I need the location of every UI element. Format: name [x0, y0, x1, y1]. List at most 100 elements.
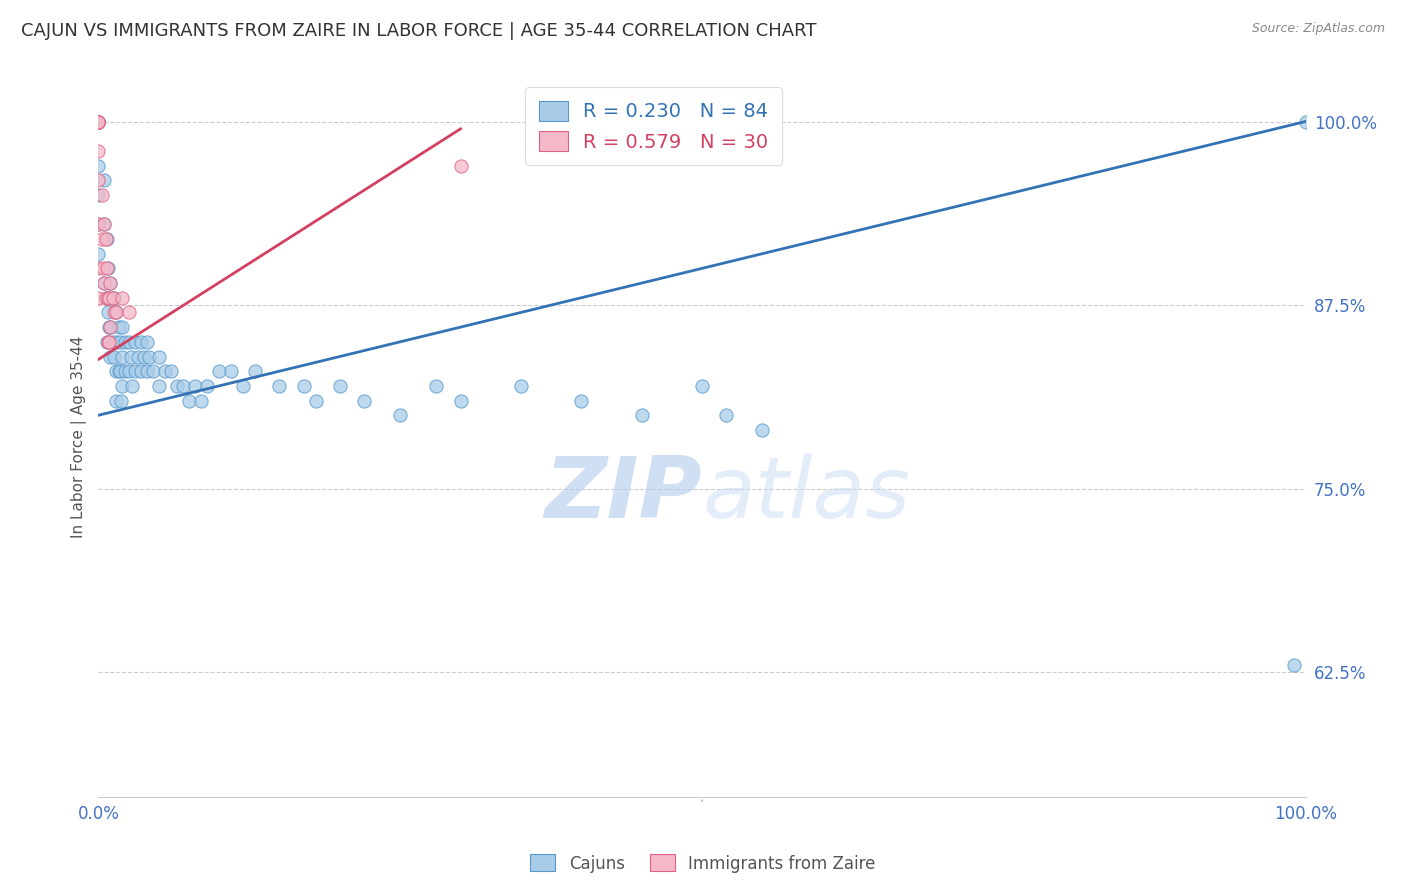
Legend: Cajuns, Immigrants from Zaire: Cajuns, Immigrants from Zaire: [524, 847, 882, 880]
Point: [569, 393, 592, 408]
Point: [98, 334, 121, 349]
Point: [94, 232, 117, 246]
Point: [87, 114, 110, 128]
Point: [389, 409, 412, 423]
Point: [103, 305, 125, 319]
Point: [100, 320, 122, 334]
Point: [305, 393, 328, 408]
Point: [101, 291, 124, 305]
Point: [87, 114, 110, 128]
Point: [97, 291, 120, 305]
Point: [91, 232, 114, 246]
Point: [166, 379, 188, 393]
Point: [98, 291, 121, 305]
Point: [208, 364, 231, 378]
Point: [1295, 114, 1317, 128]
Point: [100, 276, 122, 290]
Point: [450, 393, 472, 408]
Point: [751, 423, 773, 437]
Point: [714, 409, 737, 423]
Point: [129, 364, 152, 378]
Point: [134, 350, 156, 364]
Point: [630, 409, 652, 423]
Point: [105, 305, 128, 319]
Point: [97, 305, 120, 319]
Legend: R = 0.230   N = 84, R = 0.579   N = 30: R = 0.230 N = 84, R = 0.579 N = 30: [526, 87, 782, 165]
Point: [87, 261, 110, 276]
Point: [87, 114, 110, 128]
Point: [129, 334, 152, 349]
Point: [425, 379, 447, 393]
Point: [87, 114, 110, 128]
Point: [105, 334, 128, 349]
Point: [87, 291, 110, 305]
Point: [124, 364, 146, 378]
Point: [96, 232, 118, 246]
Point: [108, 364, 131, 378]
Point: [101, 291, 124, 305]
Point: [138, 350, 160, 364]
Point: [87, 114, 110, 128]
Point: [450, 159, 472, 173]
Point: [87, 114, 110, 128]
Point: [91, 261, 114, 276]
Point: [120, 350, 142, 364]
Point: [94, 291, 117, 305]
Point: [97, 334, 120, 349]
Point: [87, 173, 110, 187]
Point: [219, 364, 242, 378]
Point: [142, 364, 165, 378]
Point: [127, 350, 149, 364]
Point: [172, 379, 194, 393]
Point: [509, 379, 531, 393]
Point: [93, 217, 115, 231]
Point: [690, 379, 713, 393]
Point: [87, 114, 110, 128]
Point: [91, 188, 114, 202]
Point: [292, 379, 315, 393]
Text: Source: ZipAtlas.com: Source: ZipAtlas.com: [1251, 22, 1385, 36]
Point: [105, 393, 128, 408]
Point: [135, 364, 157, 378]
Y-axis label: In Labor Force | Age 35-44: In Labor Force | Age 35-44: [72, 336, 87, 539]
Text: ZIP: ZIP: [544, 453, 702, 536]
Point: [269, 379, 291, 393]
Point: [117, 364, 139, 378]
Point: [159, 364, 181, 378]
Point: [148, 379, 170, 393]
Point: [232, 379, 254, 393]
Point: [121, 379, 143, 393]
Point: [87, 114, 110, 128]
Point: [87, 159, 110, 173]
Point: [105, 305, 128, 319]
Point: [93, 173, 115, 187]
Point: [148, 350, 170, 364]
Point: [114, 364, 136, 378]
Point: [195, 379, 218, 393]
Point: [353, 393, 375, 408]
Point: [110, 393, 132, 408]
Point: [108, 320, 131, 334]
Point: [93, 276, 115, 290]
Point: [87, 246, 110, 260]
Point: [153, 364, 176, 378]
Text: atlas: atlas: [702, 453, 910, 536]
Point: [100, 350, 122, 364]
Point: [87, 114, 110, 128]
Point: [93, 217, 115, 231]
Point: [96, 261, 118, 276]
Point: [103, 350, 125, 364]
Point: [111, 320, 134, 334]
Point: [190, 393, 212, 408]
Point: [117, 334, 139, 349]
Point: [184, 379, 207, 393]
Point: [101, 334, 124, 349]
Point: [98, 320, 121, 334]
Point: [117, 305, 139, 319]
Point: [111, 379, 134, 393]
Point: [100, 276, 122, 290]
Point: [245, 364, 267, 378]
Point: [135, 334, 157, 349]
Point: [108, 364, 131, 378]
Point: [103, 291, 125, 305]
